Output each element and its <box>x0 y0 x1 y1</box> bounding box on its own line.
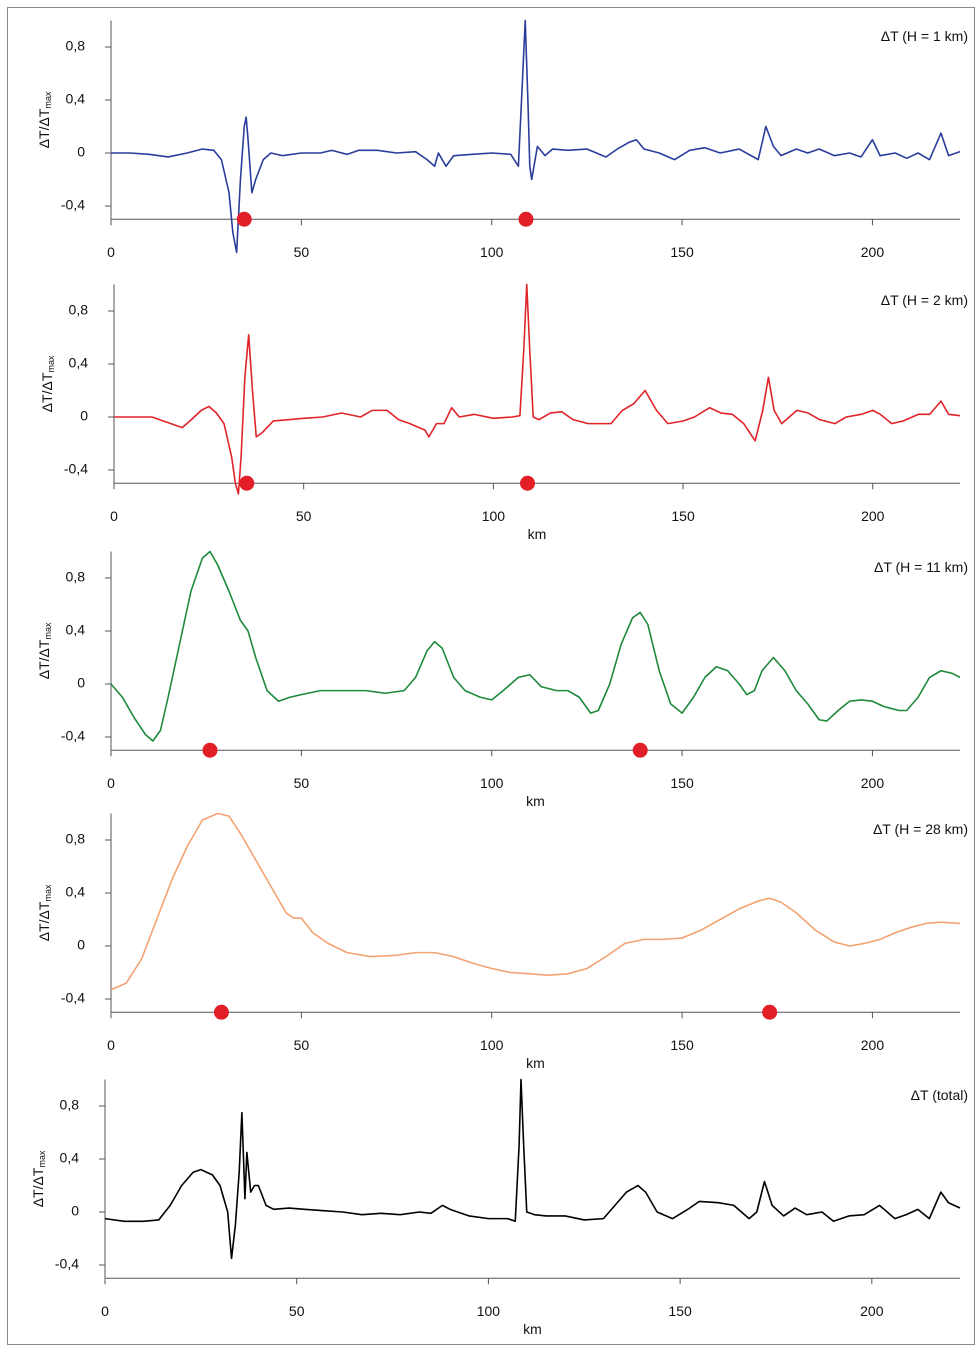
data-line <box>104 1078 961 1260</box>
x-tick-label: 100 <box>482 508 506 524</box>
panel: -0,4 0 0,4 0,8 0 50 100 150 200 ΔT/ΔTmax km ΔT (H =… <box>36 550 968 809</box>
x-axis-label: km <box>526 1055 545 1071</box>
x-tick-label: 200 <box>861 1037 885 1053</box>
x-tick-label: 0 <box>110 508 118 524</box>
data-line <box>110 550 961 742</box>
marker-dot <box>202 742 218 758</box>
y-tick-label: -0,4 <box>55 1256 79 1272</box>
x-tick-label: 150 <box>670 775 694 791</box>
x-tick-label: 100 <box>480 1037 504 1053</box>
y-tick-label: -0,4 <box>61 728 85 744</box>
marker-dot <box>239 475 255 491</box>
x-axis-label: km <box>523 1321 542 1337</box>
data-line <box>114 283 961 495</box>
annotation: ΔT (H = 28 km) <box>873 821 968 837</box>
x-tick-label: 150 <box>670 244 694 260</box>
y-tick-label: 0,8 <box>66 569 86 585</box>
x-tick-label: 0 <box>107 1037 115 1053</box>
x-axis-label: km <box>526 793 545 809</box>
y-axis-label-sub: max <box>43 91 53 109</box>
y-axis-label-main: ΔT/ΔT <box>36 108 52 148</box>
y-tick-label: -0,4 <box>61 197 85 213</box>
y-axis-label-sub: max <box>43 884 53 902</box>
frame <box>7 7 975 1345</box>
y-tick-label: 0 <box>77 144 85 160</box>
y-axis-label: ΔT/ΔTmax <box>36 884 54 941</box>
y-tick-label: 0,8 <box>66 38 86 54</box>
data-line <box>111 19 961 254</box>
y-tick-label: 0,4 <box>66 622 86 638</box>
x-tick-label: 150 <box>671 508 695 524</box>
y-tick-label: 0 <box>80 408 88 424</box>
y-tick-label: 0,4 <box>60 1150 80 1166</box>
data-line <box>110 812 961 991</box>
x-tick-label: 50 <box>294 1037 310 1053</box>
x-tick-label: 150 <box>670 1037 694 1053</box>
annotation: ΔT (total) <box>911 1087 968 1103</box>
y-axis-label: ΔT/ΔTmax <box>39 355 57 412</box>
y-axis-label: ΔT/ΔTmax <box>36 622 54 679</box>
x-tick-label: 200 <box>860 1303 884 1319</box>
x-axis-label: km <box>528 526 547 542</box>
y-tick-label: -0,4 <box>61 990 85 1006</box>
y-tick-label: 0,8 <box>66 831 86 847</box>
x-tick-label: 100 <box>480 775 504 791</box>
panel: -0,4 0 0,4 0,8 0 50 100 150 200 ΔT/ΔTmax km ΔT (tot… <box>30 1078 968 1337</box>
y-axis-label: ΔT/ΔTmax <box>30 1150 48 1207</box>
y-tick-label: 0,4 <box>66 884 86 900</box>
y-tick-label: 0 <box>71 1203 79 1219</box>
x-tick-label: 100 <box>477 1303 501 1319</box>
x-tick-label: 200 <box>861 775 885 791</box>
y-axis-label-sub: max <box>46 355 56 373</box>
x-tick-label: 0 <box>101 1303 109 1319</box>
y-axis-label-main: ΔT/ΔT <box>30 1167 46 1207</box>
panel: -0,4 0 0,4 0,8 0 50 100 150 200 ΔT/ΔTmax km ΔT (H =… <box>36 812 968 1071</box>
annotation: ΔT (H = 11 km) <box>874 559 968 575</box>
x-tick-label: 0 <box>107 244 115 260</box>
y-axis-label-main: ΔT/ΔT <box>36 639 52 679</box>
x-tick-label: 100 <box>480 244 504 260</box>
x-tick-label: 150 <box>668 1303 692 1319</box>
x-tick-label: 50 <box>294 775 310 791</box>
y-tick-label: 0,4 <box>69 355 89 371</box>
y-axis-label-sub: max <box>37 1150 47 1168</box>
panel: -0,4 0 0,4 0,8 0 50 100 150 200 ΔT/ΔTmax km ΔT (H =… <box>39 283 968 542</box>
annotation: ΔT (H = 1 km) <box>881 28 968 44</box>
x-tick-label: 50 <box>289 1303 305 1319</box>
x-tick-label: 0 <box>107 775 115 791</box>
marker-dot <box>520 475 536 491</box>
y-tick-label: 0 <box>77 675 85 691</box>
y-axis-label-sub: max <box>43 622 53 640</box>
y-axis-label: ΔT/ΔTmax <box>36 91 54 148</box>
y-axis-label-main: ΔT/ΔT <box>36 901 52 941</box>
marker-dot <box>762 1004 778 1020</box>
y-tick-label: 0,8 <box>69 302 89 318</box>
marker-dot <box>213 1004 229 1020</box>
marker-dot <box>236 211 252 227</box>
marker-dot <box>632 742 648 758</box>
y-tick-label: 0 <box>77 937 85 953</box>
x-tick-label: 200 <box>861 508 885 524</box>
marker-dot <box>518 211 534 227</box>
panel: -0,4 0 0,4 0,8 0 50 100 150 200 ΔT/ΔTmax ΔT (H = 1… <box>36 19 968 260</box>
x-tick-label: 200 <box>861 244 885 260</box>
y-tick-label: -0,4 <box>64 461 88 477</box>
x-tick-label: 50 <box>294 244 310 260</box>
y-tick-label: 0,4 <box>66 91 86 107</box>
annotation: ΔT (H = 2 km) <box>881 292 968 308</box>
y-axis-label-main: ΔT/ΔT <box>39 372 55 412</box>
x-tick-label: 50 <box>296 508 312 524</box>
y-tick-label: 0,8 <box>60 1097 80 1113</box>
